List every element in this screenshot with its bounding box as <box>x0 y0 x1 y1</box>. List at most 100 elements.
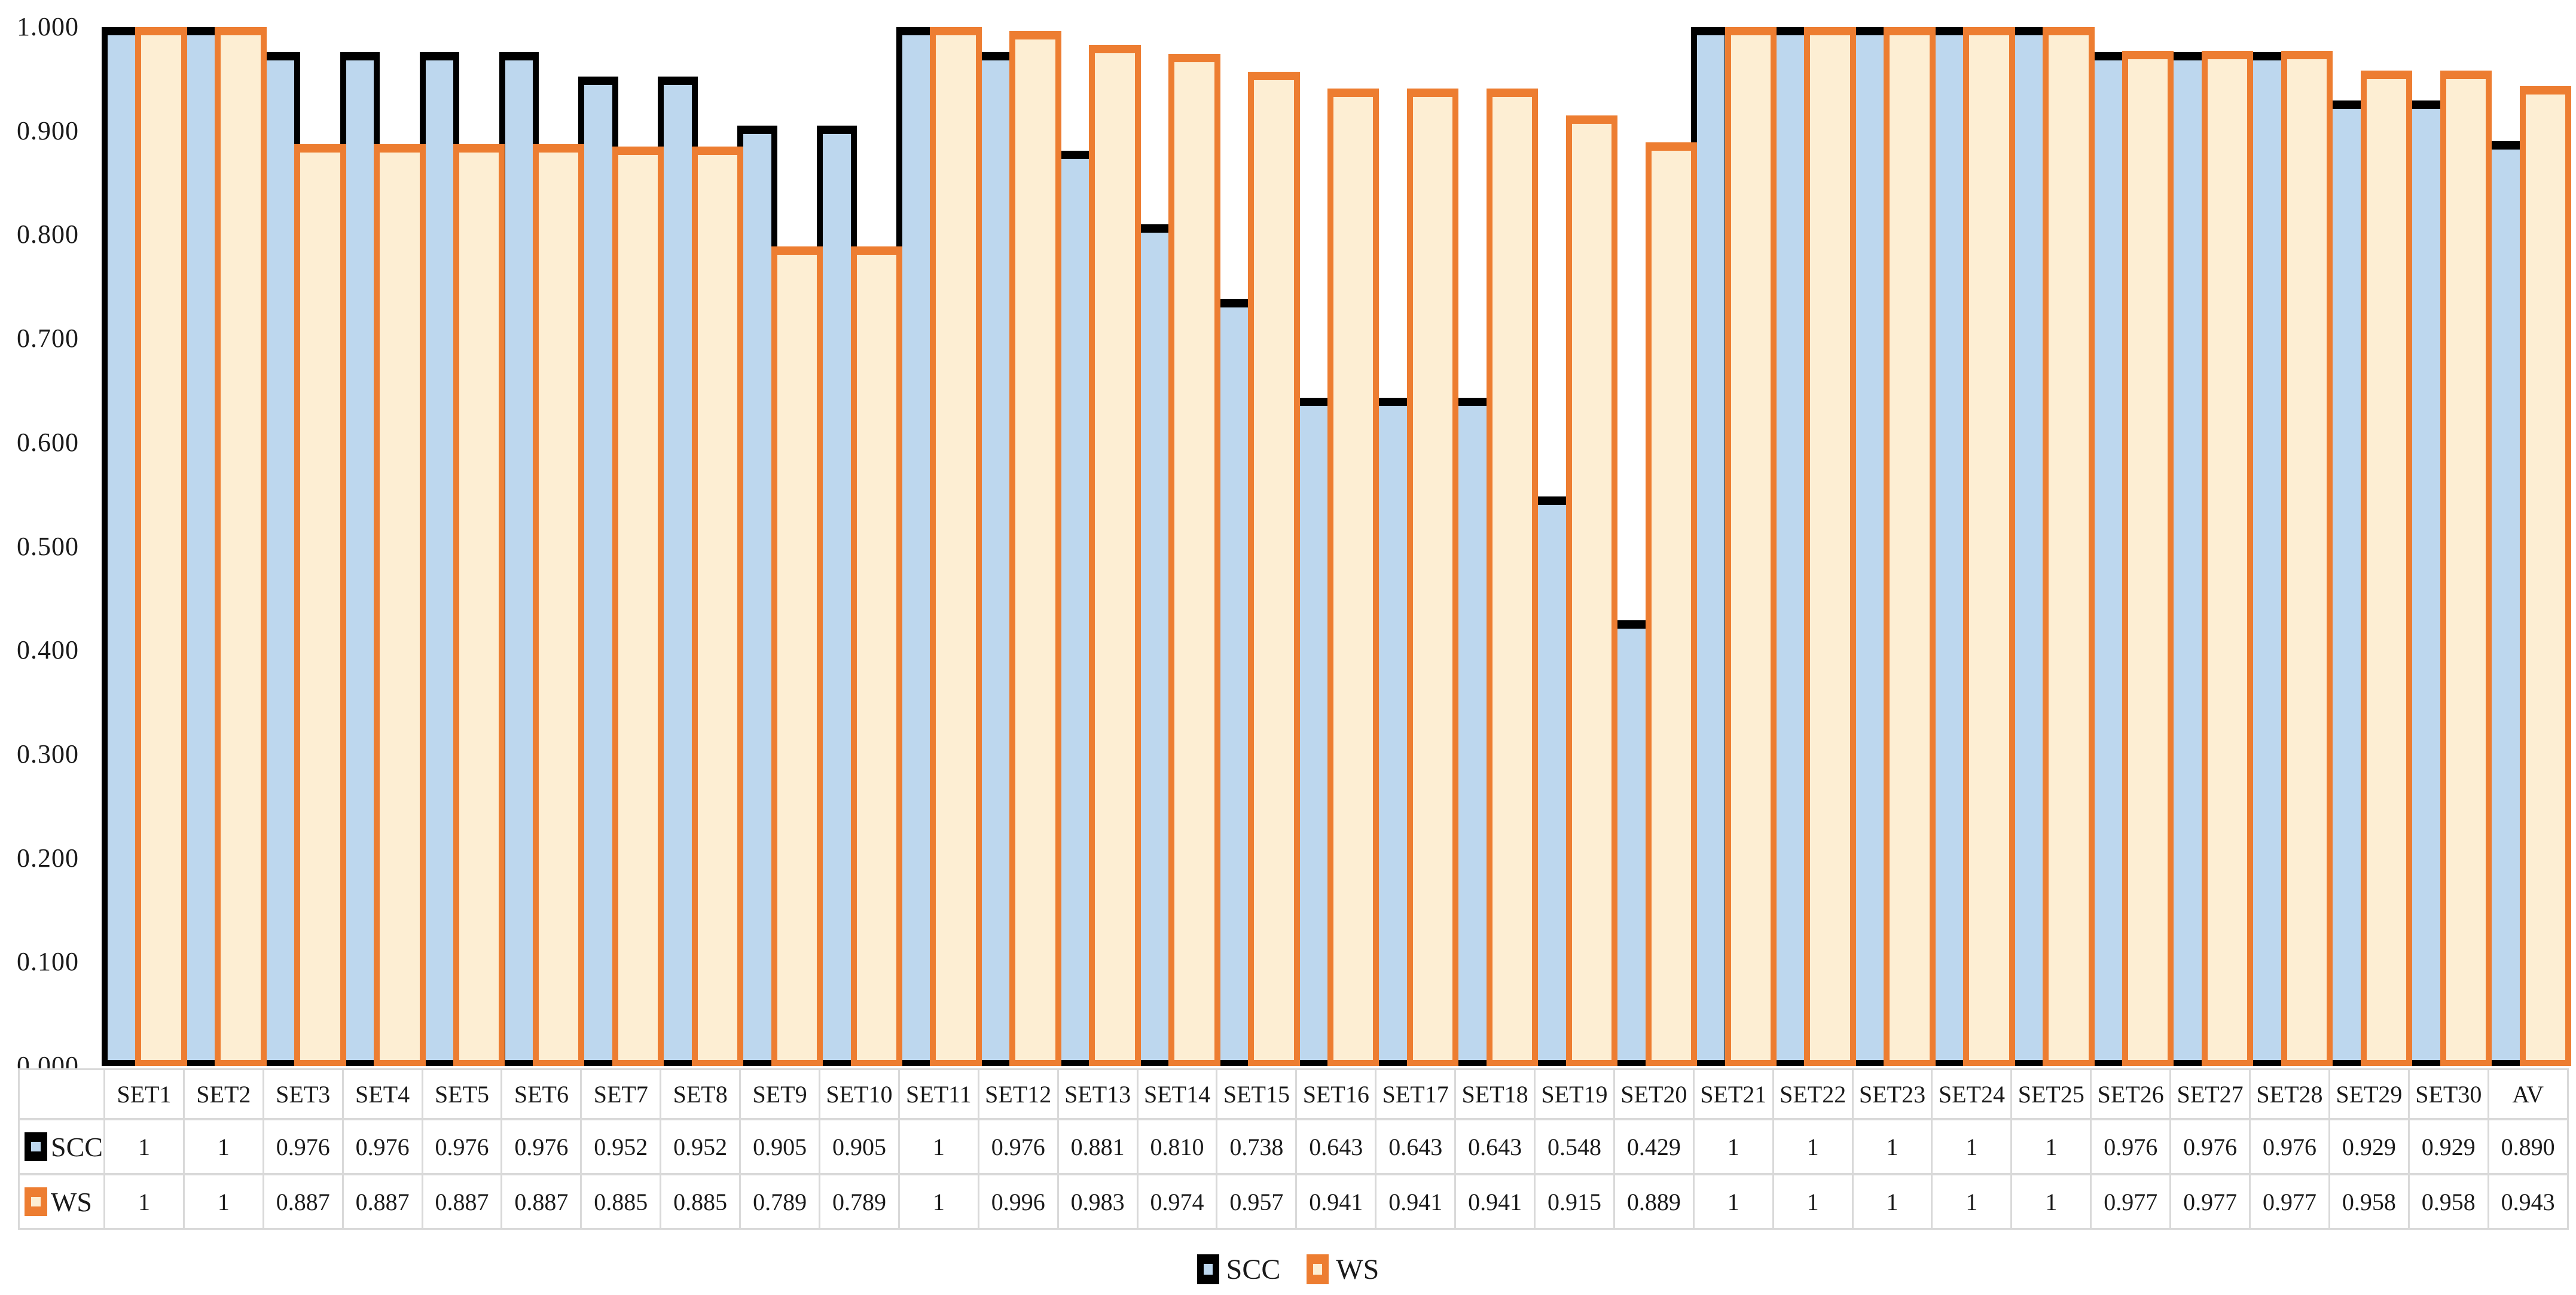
table-category-cell: SET30 <box>2407 1070 2488 1118</box>
table-value-cell: 0.889 <box>1613 1175 1693 1228</box>
ws-bar <box>1884 27 1936 1066</box>
table-value-cell: 1 <box>1692 1175 1772 1228</box>
table-value-cell: 0.976 <box>2169 1120 2249 1173</box>
table-value-cell: 0.952 <box>660 1120 739 1173</box>
table-value-cell: 0.905 <box>739 1120 819 1173</box>
table-category-cell: SET23 <box>1851 1070 1931 1118</box>
table-value-cell: 1 <box>1851 1120 1931 1173</box>
table-value-cell: 0.952 <box>580 1120 660 1173</box>
y-axis-tick-label: 0.800 <box>17 220 79 249</box>
table-value-cell: 0.887 <box>421 1175 501 1228</box>
table-value-cell: 0.977 <box>2169 1175 2249 1228</box>
table-value-cell: 1 <box>182 1175 263 1228</box>
table-category-cell: SET28 <box>2249 1070 2328 1118</box>
table-category-cell: SET16 <box>1295 1070 1375 1118</box>
table-category-cell: SET19 <box>1534 1070 1613 1118</box>
ws-bar <box>1645 142 1698 1066</box>
table-value-cell: 1 <box>898 1175 978 1228</box>
ws-bar <box>1804 27 1856 1066</box>
table-value-cell: 0.887 <box>341 1175 422 1228</box>
table-series-row: SCC 1 1 0.976 0.976 0.976 0.976 0.952 0.952 0.905… <box>20 1118 2567 1173</box>
table-category-cell: SET18 <box>1454 1070 1534 1118</box>
table-category-cell: SET2 <box>182 1070 263 1118</box>
ws-bar <box>2281 51 2333 1066</box>
table-value-cell: 0.977 <box>2249 1175 2328 1228</box>
table-value-cell: 0.915 <box>1534 1175 1613 1228</box>
ws-bar <box>135 27 187 1066</box>
chart-legend: SCC WS <box>0 1251 2576 1287</box>
ws-bar <box>612 146 664 1066</box>
table-value-cell: 0.810 <box>1136 1120 1216 1173</box>
table-value-cell: 0.929 <box>2407 1120 2488 1173</box>
table-value-cell: 0.887 <box>262 1175 342 1228</box>
ws-bar <box>1168 54 1220 1066</box>
table-category-cell: SET6 <box>500 1070 580 1118</box>
series-name: WS <box>51 1186 92 1217</box>
table-series-row: WS 1 1 0.887 0.887 0.887 0.887 0.885 0.885 0.789 0… <box>20 1173 2567 1228</box>
ws-bar <box>1248 71 1300 1066</box>
ws-bar <box>2122 51 2174 1066</box>
table-value-cell: 0.976 <box>2249 1120 2328 1173</box>
table-value-cell: 1 <box>2010 1175 2090 1228</box>
table-value-cell: 0.941 <box>1454 1175 1534 1228</box>
table-value-cell: 1 <box>1692 1120 1772 1173</box>
ws-bar <box>1486 88 1539 1066</box>
table-category-cell: SET24 <box>1931 1070 2010 1118</box>
ws-bar <box>294 144 346 1066</box>
table-category-cell: SET21 <box>1692 1070 1772 1118</box>
table-value-cell: 1 <box>2010 1120 2090 1173</box>
ws-bar <box>2201 51 2254 1066</box>
y-axis-tick-label: 0.600 <box>17 427 79 457</box>
table-category-cell: SET11 <box>898 1070 978 1118</box>
table-category-cell: SET9 <box>739 1070 819 1118</box>
table-category-cell: SET17 <box>1375 1070 1454 1118</box>
table-value-cell: 0.976 <box>262 1120 342 1173</box>
table-value-cell: 0.881 <box>1057 1120 1137 1173</box>
table-series-label-cell: SCC <box>20 1120 103 1173</box>
y-axis-tick-label: 0.700 <box>17 324 79 354</box>
table-value-cell: 0.941 <box>1375 1175 1454 1228</box>
y-axis-tick-label: 0.100 <box>17 947 79 977</box>
y-axis-tick-label: 1.000 <box>17 12 79 41</box>
ws-legend-key-icon <box>25 1187 47 1216</box>
ws-bar <box>930 27 982 1066</box>
ws-bar <box>1327 88 1379 1066</box>
table-category-cell: SET25 <box>2010 1070 2090 1118</box>
table-value-cell: 0.643 <box>1295 1120 1375 1173</box>
legend-label-scc: SCC <box>1226 1253 1281 1285</box>
y-axis-tick-label: 0.900 <box>17 115 79 145</box>
table-value-cell: 0.890 <box>2487 1120 2567 1173</box>
table-category-cell: SET12 <box>977 1070 1057 1118</box>
table-value-cell: 1 <box>182 1120 263 1173</box>
ws-bar <box>374 144 426 1066</box>
table-value-cell: 0.885 <box>660 1175 739 1228</box>
table-value-cell: 0.887 <box>500 1175 580 1228</box>
table-value-cell: 0.976 <box>977 1120 1057 1173</box>
table-corner-cell <box>20 1070 103 1118</box>
ws-bar <box>2440 71 2492 1066</box>
table-value-cell: 0.738 <box>1216 1120 1295 1173</box>
table-value-cell: 0.789 <box>819 1175 898 1228</box>
series-name: SCC <box>51 1131 103 1162</box>
table-value-cell: 0.905 <box>819 1120 898 1173</box>
table-value-cell: 0.996 <box>977 1175 1057 1228</box>
ws-bar <box>532 144 585 1066</box>
table-category-cell: SET1 <box>103 1070 183 1118</box>
table-value-cell: 0.957 <box>1216 1175 1295 1228</box>
table-category-cell: SET27 <box>2169 1070 2249 1118</box>
table-value-cell: 0.976 <box>341 1120 422 1173</box>
ws-bar <box>453 144 505 1066</box>
ws-bar <box>1406 88 1459 1066</box>
table-value-cell: 0.976 <box>2090 1120 2169 1173</box>
table-category-cell: SET14 <box>1136 1070 1216 1118</box>
table-series-label-cell: WS <box>20 1175 103 1228</box>
table-value-cell: 1 <box>103 1120 183 1173</box>
table-category-cell: SET13 <box>1057 1070 1137 1118</box>
y-axis-tick-label: 0.500 <box>17 531 79 561</box>
ws-bar <box>1725 27 1777 1066</box>
table-category-cell: SET8 <box>660 1070 739 1118</box>
table-category-cell: SET10 <box>819 1070 898 1118</box>
table-value-cell: 1 <box>1772 1175 1852 1228</box>
data-table: SET1 SET2 SET3 SET4 SET5 SET6 SET7 SET8 SET9 SET1… <box>18 1068 2569 1230</box>
ws-bar <box>771 246 823 1066</box>
